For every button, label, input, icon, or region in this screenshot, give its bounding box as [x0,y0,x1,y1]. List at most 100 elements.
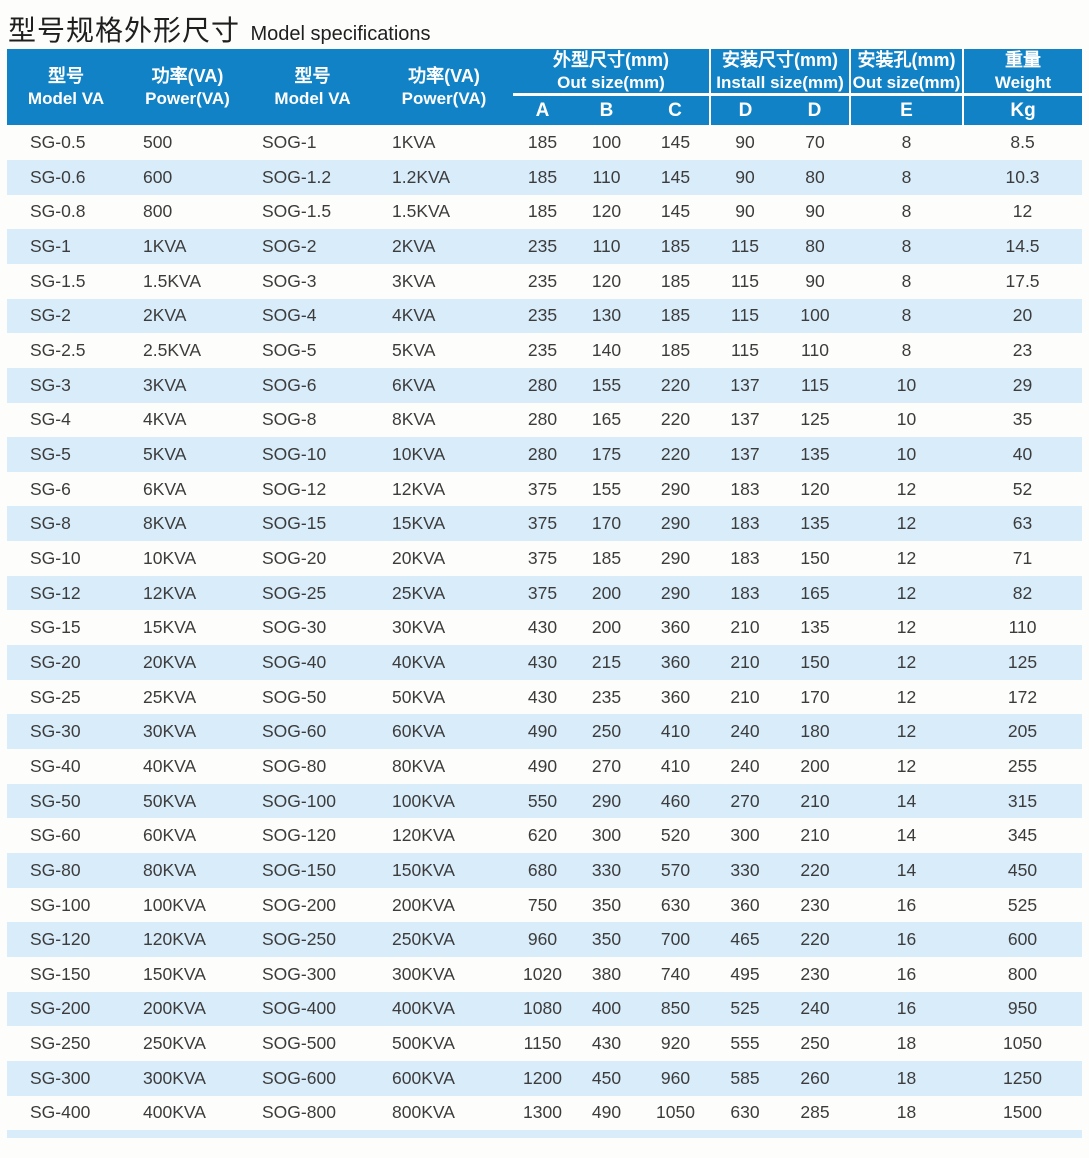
page-title: 型号规格外形尺寸 Model specifications [0,0,1089,49]
cell-install-d2: 210 [800,825,830,846]
cell-hole-e: 12 [896,686,917,707]
cell-dim-c: 290 [660,478,691,499]
cell-power-sg: 600 [143,166,173,187]
header-power-1: 功率(VA) Power(VA) [125,49,250,126]
cell-dim-c: 290 [660,547,691,568]
cell-dim-a: 1080 [523,998,562,1019]
cell-power-sg: 12KVA [143,582,197,603]
cell-power-sog: 4KVA [392,305,436,326]
cell-install-d2: 135 [800,617,830,638]
cell-hole-e: 8 [901,132,912,153]
header-power-2-zh: 功率(VA) [408,65,480,86]
cell-install-d2: 210 [800,790,830,811]
cell-install-d2: 120 [800,478,830,499]
cell-dim-a: 280 [527,374,558,395]
cell-dim-b: 400 [591,998,622,1019]
cell-dim-c: 145 [660,132,691,153]
cell-weight-kg: 10.3 [1005,166,1040,187]
cell-dim-a: 750 [527,894,558,915]
cell-power-sg: 800 [143,201,173,222]
cell-weight-kg: 12 [1012,201,1033,222]
cell-power-sog: 30KVA [392,617,446,638]
cell-hole-e: 8 [901,340,912,361]
header-sub-kg: Kg [962,94,1083,126]
cell-dim-c: 220 [660,374,691,395]
cell-dim-c: 410 [660,721,691,742]
cell-model-sg: SG-1.5 [30,270,86,291]
cell-weight-kg: 450 [1007,859,1038,880]
cell-dim-c: 920 [660,1033,691,1054]
cell-model-sog: SOG-300 [262,963,336,984]
cell-weight-kg: 71 [1012,547,1033,568]
cell-dim-a: 960 [527,929,558,950]
cell-model-sg: SG-120 [30,929,91,950]
cell-dim-a: 185 [527,201,558,222]
cell-hole-e: 10 [896,443,917,464]
cell-model-sg: SG-50 [30,790,81,811]
cell-hole-e: 10 [896,374,917,395]
cell-model-sog: SOG-150 [262,859,336,880]
cell-power-sg: 15KVA [143,617,197,638]
cell-model-sg: SG-300 [30,1067,91,1088]
cell-weight-kg: 255 [1007,755,1038,776]
cell-install-d2: 200 [800,755,830,776]
table-row: SG-100 100KVA SOG-200 200KVA 750 350 630 360 230… [7,888,1082,923]
cell-power-sog: 500KVA [392,1033,455,1054]
cell-hole-e: 18 [896,1102,917,1123]
cell-power-sg: 150KVA [143,963,206,984]
header-group-installsize-en: Install size(mm) [716,72,844,92]
cell-install-d2: 150 [800,651,830,672]
table-row: SG-4 4KVA SOG-8 8KVA 280 165 220 137 125 10 35 [7,403,1082,438]
cell-hole-e: 12 [896,617,917,638]
cell-dim-c: 185 [660,270,691,291]
cell-dim-c: 220 [660,409,691,430]
cell-power-sog: 6KVA [392,374,436,395]
cell-power-sg: 250KVA [143,1033,206,1054]
table-row: SG-0.8 800 SOG-1.5 1.5KVA 185 120 145 90 90 8 12 [7,195,1082,230]
cell-model-sg: SG-15 [30,617,81,638]
cell-power-sog: 15KVA [392,513,446,534]
cell-weight-kg: 17.5 [1005,270,1040,291]
cell-power-sg: 1KVA [143,236,187,257]
cell-power-sog: 1KVA [392,132,436,153]
cell-dim-a: 1150 [523,1033,562,1054]
cell-install-d2: 90 [805,201,825,222]
cell-weight-kg: 315 [1007,790,1038,811]
cell-power-sog: 100KVA [392,790,455,811]
cell-model-sg: SG-4 [30,409,71,430]
header-power-1-zh: 功率(VA) [151,65,224,86]
table-row: SG-6 6KVA SOG-12 12KVA 375 155 290 183 120 12 52 [7,472,1082,507]
cell-install-d2: 70 [805,132,825,153]
cell-model-sg: SG-8 [30,513,71,534]
cell-power-sg: 6KVA [143,478,187,499]
cell-dim-a: 375 [527,547,558,568]
cell-model-sg: SG-0.8 [30,201,86,222]
cell-model-sog: SOG-800 [262,1102,336,1123]
cell-install-d1: 115 [731,236,759,257]
header-model-2: 型号 Model VA [250,49,375,126]
table-row: SG-20 20KVA SOG-40 40KVA 430 215 360 210 150 12 12… [7,645,1083,680]
cell-install-d2: 230 [800,894,830,915]
header-power-2: 功率(VA) Power(VA) [375,49,513,126]
table-row: SG-50 50KVA SOG-100 100KVA 550 290 460 270 210 14… [7,783,1083,819]
header-sub-a: A [513,94,572,126]
cell-dim-c: 185 [660,236,691,257]
cell-model-sog: SOG-80 [262,755,327,776]
table-row: SG-1 1KVA SOG-2 2KVA 235 110 185 115 80 8 14.5 [7,229,1083,264]
cell-hole-e: 16 [896,894,917,915]
cell-weight-kg: 950 [1007,998,1038,1019]
cell-dim-c: 410 [660,755,691,776]
cell-power-sog: 8KVA [392,409,436,430]
spec-table: 型号 Model VA 功率(VA) Power(VA) 型号 Model VA… [7,49,1083,1130]
cell-dim-b: 350 [591,894,622,915]
header-sub-b: B [572,94,641,126]
cell-power-sg: 20KVA [143,651,197,672]
cell-hole-e: 12 [896,547,917,568]
cell-model-sg: SG-100 [30,894,91,915]
table-row: SG-30 30KVA SOG-60 60KVA 490 250 410 240 180 12 20… [7,714,1083,750]
cell-weight-kg: 600 [1007,929,1038,950]
cell-install-d1: 495 [730,963,760,984]
cell-install-d2: 90 [805,270,825,291]
cell-power-sog: 2KVA [392,236,436,257]
table-row: SG-0.5 500 SOG-1 1KVA 185 100 145 90 70 8 8.5 [7,125,1082,160]
